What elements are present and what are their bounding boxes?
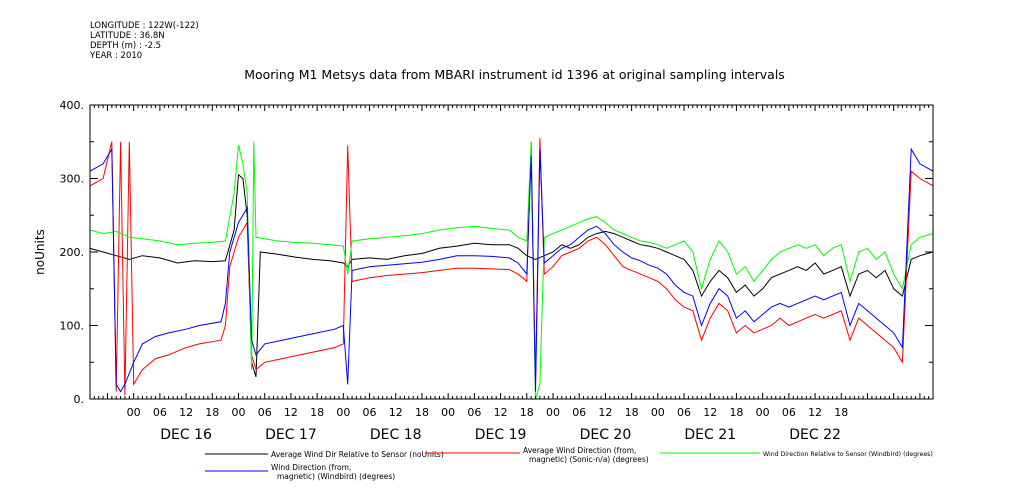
day-label: DEC 16: [160, 427, 212, 443]
plot-frame: [89, 104, 934, 400]
y-tick-label: 0.: [74, 393, 85, 406]
x-tick-label: 06: [677, 406, 691, 419]
x-tick-label: 06: [572, 406, 586, 419]
day-label: DEC 20: [580, 427, 632, 443]
chart-title: Mooring M1 Metsys data from MBARI instru…: [244, 67, 785, 82]
x-tick-label: 18: [625, 406, 639, 419]
y-axis-label: noUnits: [33, 229, 47, 275]
x-tick-label: 00: [651, 406, 665, 419]
x-tick-label: 06: [782, 406, 796, 419]
x-tick-label: 12: [179, 406, 193, 419]
longitude-text: LONGITUDE : 122W(-122): [90, 21, 199, 31]
series-line-blue: [90, 147, 933, 393]
x-tick-label: 18: [729, 406, 743, 419]
depth-text: DEPTH (m) : -2.5: [90, 41, 162, 51]
day-label: DEC 18: [370, 427, 422, 443]
legend: Average Wind Dir Relative to Sensor (noU…: [205, 446, 933, 481]
day-label: DEC 19: [475, 427, 527, 443]
plot-metadata: LONGITUDE : 122W(-122) LATITUDE : 36.8N …: [90, 21, 199, 61]
x-tick-label: 00: [546, 406, 560, 419]
x-tick-label: 00: [232, 406, 246, 419]
x-tick-label: 18: [834, 406, 848, 419]
x-tick-label: 06: [363, 406, 377, 419]
x-tick-label: 18: [520, 406, 534, 419]
legend-label-black: Average Wind Dir Relative to Sensor (noU…: [271, 450, 444, 459]
legend-label-red: Average Wind Direction (from,: [523, 446, 636, 455]
series-line-black: [90, 173, 933, 378]
axis-layer: 0. 100. 200. 300. 400. 00 06 12 18 00 06 12 18 00 06 12…: [60, 99, 934, 443]
y-tick-label: 400.: [60, 99, 85, 112]
legend-label-blue-line2: magnetic) (Windbird) (degrees): [277, 472, 395, 481]
legend-label-green: Wind Direction Relative to Sensor (Windb…: [763, 451, 933, 458]
y-tick-label: 200.: [60, 246, 85, 259]
series-line-red: [90, 138, 933, 396]
x-tick-label: 00: [127, 406, 141, 419]
x-tick-label: 12: [703, 406, 717, 419]
x-tick-label: 00: [756, 406, 770, 419]
day-label: DEC 21: [684, 427, 736, 443]
day-label: DEC 22: [789, 427, 841, 443]
y-tick-label: 100.: [60, 320, 85, 333]
x-tick-label: 18: [310, 406, 324, 419]
x-tick-label: 06: [467, 406, 481, 419]
year-text: YEAR : 2010: [90, 51, 143, 61]
x-tick-label: 12: [598, 406, 612, 419]
x-tick-label: 18: [205, 406, 219, 419]
x-tick-label: 12: [808, 406, 822, 419]
series-layer: [90, 138, 933, 399]
x-tick-label: 00: [336, 406, 350, 419]
day-label: DEC 17: [265, 427, 317, 443]
latitude-text: LATITUDE : 36.8N: [90, 31, 165, 41]
x-tick-label: 12: [494, 406, 508, 419]
x-tick-label: 12: [389, 406, 403, 419]
legend-label-blue: Wind Direction (from,: [271, 463, 351, 472]
x-tick-label: 12: [284, 406, 298, 419]
x-tick-label: 18: [415, 406, 429, 419]
x-tick-label: 06: [153, 406, 167, 419]
x-tick-label: 06: [258, 406, 272, 419]
x-tick-label: 00: [441, 406, 455, 419]
y-tick-label: 300.: [60, 173, 85, 186]
legend-label-red-line2: magnetic) (Sonic-n/a) (degrees): [529, 455, 649, 464]
